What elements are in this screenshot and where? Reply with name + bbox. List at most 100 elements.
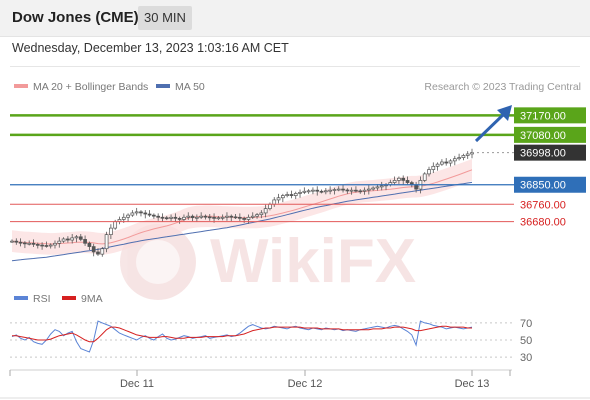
candle	[422, 172, 427, 183]
trend-arrow	[474, 105, 512, 143]
level-pivot: 36850.00	[10, 176, 586, 193]
candle	[302, 187, 307, 195]
rsi-legend-label: RSI	[33, 293, 51, 305]
candle	[401, 175, 406, 185]
candle	[139, 210, 143, 217]
candle	[91, 243, 96, 257]
candle	[246, 214, 251, 224]
level-tag	[514, 144, 586, 161]
candle	[431, 162, 436, 174]
candle	[96, 248, 100, 256]
candle-body	[285, 194, 289, 196]
candle-body	[289, 194, 294, 196]
bollinger-band-fill	[12, 159, 472, 255]
candle-body	[40, 244, 44, 247]
header-bar: Dow Jones (CME) 30 MIN	[0, 0, 590, 37]
candle-body	[440, 161, 444, 165]
candle-body	[212, 216, 216, 219]
level-label: 36850.00	[520, 180, 566, 192]
candle-body	[23, 242, 27, 245]
candle	[354, 186, 358, 193]
date-time: Wednesday, December 13, 2023 1:03:16 AM …	[12, 41, 289, 55]
candle	[319, 189, 324, 194]
x-tick-label: Dec 13	[455, 378, 490, 390]
candle-body	[225, 215, 229, 218]
candle-body	[452, 158, 457, 162]
timeframe-button[interactable]: 30 MIN	[138, 6, 192, 30]
candle-body	[121, 216, 126, 220]
candle-body	[255, 214, 259, 217]
candle	[147, 210, 152, 217]
candle-body	[293, 193, 298, 196]
candle-body	[190, 215, 195, 219]
candle	[392, 176, 397, 186]
candle	[280, 193, 285, 203]
candle-body	[233, 216, 238, 219]
candle	[173, 213, 178, 222]
candle	[14, 238, 19, 245]
candle	[358, 189, 363, 194]
candle	[27, 240, 32, 246]
candle-body	[147, 213, 152, 216]
candle	[109, 224, 113, 239]
candle-body	[444, 161, 449, 164]
candle-body	[139, 211, 143, 214]
candle	[362, 187, 367, 195]
candle	[70, 233, 75, 244]
candle-body	[465, 153, 470, 156]
candle-body	[268, 203, 272, 209]
candle	[336, 186, 341, 192]
level-label: 37080.00	[520, 130, 566, 142]
candle	[306, 189, 311, 194]
candle-body	[422, 173, 427, 181]
candle-body	[96, 251, 100, 255]
candle-body	[332, 189, 337, 191]
candle	[53, 240, 57, 249]
candle	[134, 207, 139, 216]
candle	[48, 243, 53, 249]
candle-body	[229, 215, 234, 218]
candle-body	[203, 215, 208, 218]
candle-body	[349, 189, 354, 192]
candle	[341, 185, 345, 193]
candle-body	[280, 195, 285, 199]
candle-body	[109, 227, 113, 235]
candle	[448, 159, 453, 167]
candle-body	[319, 190, 324, 193]
ma50-legend-swatch	[156, 84, 170, 88]
candle-body	[302, 190, 307, 193]
candle	[143, 210, 148, 219]
candle	[195, 214, 199, 223]
instrument-title: Dow Jones (CME)	[12, 9, 139, 26]
candle	[315, 186, 320, 196]
candle-body	[461, 155, 466, 158]
candle	[366, 185, 371, 195]
candle	[87, 241, 92, 251]
candle-body	[10, 240, 14, 243]
candle	[323, 188, 328, 195]
candle-body	[311, 189, 315, 192]
candle	[31, 239, 36, 247]
level-tag	[514, 126, 586, 143]
candle-body	[143, 212, 148, 215]
candle	[263, 204, 268, 218]
candle	[465, 151, 470, 159]
candle-body	[371, 187, 375, 190]
candle-body	[66, 238, 70, 241]
candle-body	[152, 214, 156, 217]
candle-body	[405, 180, 410, 183]
candle-body	[164, 217, 169, 220]
candle	[177, 216, 182, 224]
ma20-line	[11, 169, 473, 245]
candle	[444, 158, 449, 166]
ma50-line	[11, 181, 473, 262]
candle	[452, 155, 457, 166]
candle-body	[48, 244, 53, 247]
candle	[35, 242, 40, 249]
candle	[225, 212, 229, 221]
candle	[461, 153, 466, 161]
candle-body	[246, 216, 251, 220]
candle-body	[61, 238, 66, 242]
candle-body	[431, 165, 436, 170]
candle	[44, 241, 49, 248]
